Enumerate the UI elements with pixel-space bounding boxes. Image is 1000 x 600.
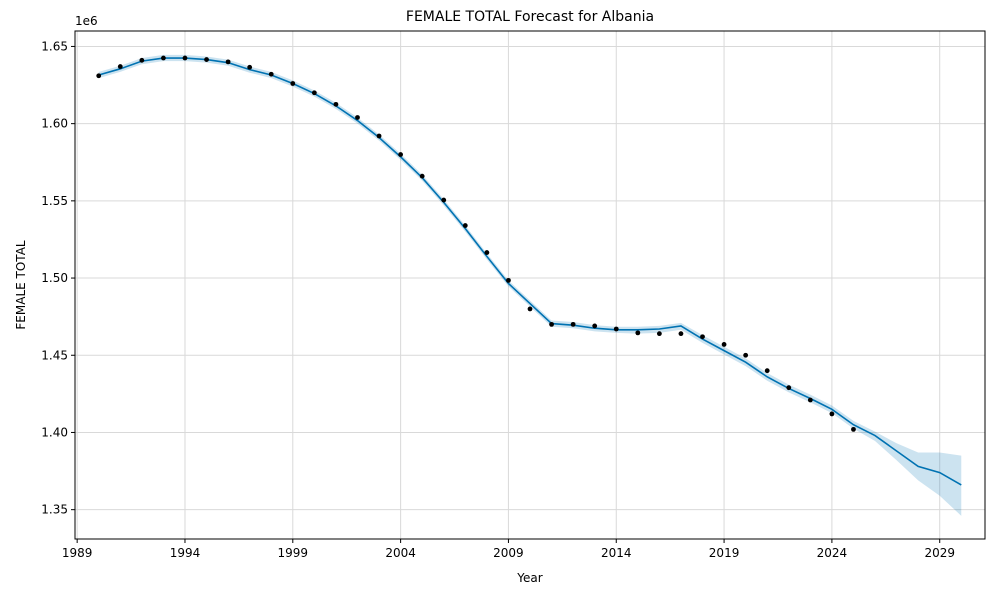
x-tick-label: 1994: [170, 546, 201, 560]
observed-point: [398, 152, 404, 157]
y-tick-label: 1.55: [41, 194, 68, 208]
observed-point: [635, 330, 641, 336]
observed-point: [441, 197, 447, 203]
y-tick-label: 1.65: [41, 39, 68, 53]
y-tick-label: 1.50: [41, 271, 68, 285]
observed-point: [96, 73, 102, 79]
observed-point: [462, 223, 468, 228]
y-tick-label: 1.60: [41, 117, 68, 131]
observed-point: [139, 57, 145, 63]
observed-point: [592, 323, 598, 329]
plot-frame: [74, 30, 986, 540]
observed-point: [204, 57, 209, 62]
observed-point: [333, 101, 339, 107]
observed-point: [290, 81, 296, 86]
x-tick-label: 2024: [817, 546, 848, 560]
y-axis-label: FEMALE TOTAL: [14, 240, 28, 330]
y-axis-ticks: 1.35 1.40 1.45 1.50 1.55 1.60 1.65: [41, 39, 75, 517]
grid-lines: [75, 31, 985, 539]
observed-point: [419, 173, 425, 179]
observed-point: [743, 352, 749, 358]
forecast-line: [98, 57, 962, 486]
observed-point: [656, 331, 662, 337]
observed-point: [570, 321, 576, 327]
forecast-line-path: [98, 57, 962, 486]
observed-point: [807, 397, 813, 403]
observed-points: [96, 55, 856, 432]
observed-point: [161, 55, 166, 61]
x-tick-label: 2014: [601, 546, 632, 560]
x-axis-label: Year: [516, 571, 542, 585]
observed-point: [355, 115, 360, 120]
observed-point: [851, 426, 856, 432]
chart-title: FEMALE TOTAL Forecast for Albania: [406, 9, 654, 25]
observed-point: [549, 321, 554, 327]
x-tick-label: 2019: [709, 546, 740, 560]
x-tick-label: 2004: [385, 546, 416, 560]
observed-point: [376, 133, 382, 139]
observed-point: [268, 71, 274, 77]
x-tick-label: 1999: [278, 546, 309, 560]
y-tick-label: 1.40: [41, 425, 68, 439]
observed-point: [613, 326, 619, 332]
observed-point: [829, 411, 835, 417]
x-axis-ticks: 1989 1994 1999 2004 2009 2014 2019 2024 2029: [62, 539, 955, 560]
observed-point: [678, 331, 684, 337]
x-tick-label: 2029: [924, 546, 955, 560]
y-tick-label: 1.35: [41, 503, 68, 517]
y-offset-label: 1e6: [75, 14, 98, 28]
observed-point: [247, 64, 253, 70]
y-tick-label: 1.45: [41, 348, 68, 362]
x-tick-label: 2009: [493, 546, 524, 560]
observed-point: [786, 385, 792, 391]
observed-point: [225, 59, 231, 65]
observed-point: [506, 277, 511, 283]
observed-point: [311, 90, 317, 96]
observed-point: [764, 368, 770, 374]
observed-point: [721, 342, 727, 347]
observed-point: [700, 334, 705, 340]
observed-point: [117, 64, 123, 69]
observed-point: [182, 55, 188, 61]
observed-point: [484, 250, 490, 255]
observed-point: [527, 306, 533, 312]
x-tick-label: 1989: [62, 546, 93, 560]
